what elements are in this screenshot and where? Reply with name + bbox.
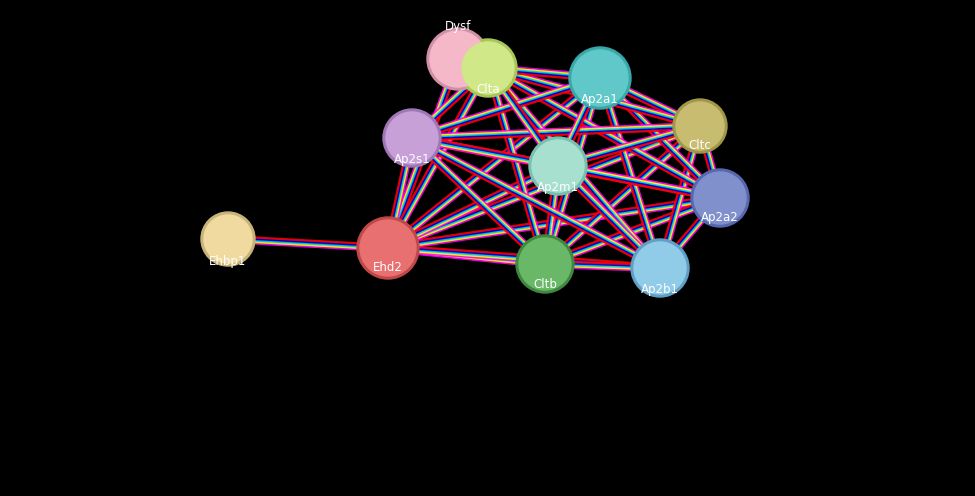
Circle shape: [430, 31, 486, 87]
Circle shape: [529, 137, 587, 195]
Text: Ap2a2: Ap2a2: [701, 211, 739, 224]
Circle shape: [631, 239, 689, 297]
Circle shape: [516, 235, 574, 293]
Text: Ehbp1: Ehbp1: [210, 255, 247, 268]
Circle shape: [569, 47, 631, 109]
Circle shape: [694, 172, 746, 224]
Circle shape: [462, 42, 514, 94]
Text: Clta: Clta: [476, 83, 500, 96]
Text: Ehd2: Ehd2: [373, 261, 403, 274]
Circle shape: [459, 39, 517, 97]
Circle shape: [532, 140, 584, 192]
Text: Cltb: Cltb: [533, 278, 557, 291]
Text: Ap2s1: Ap2s1: [394, 153, 430, 166]
Circle shape: [360, 220, 416, 276]
Circle shape: [386, 112, 438, 164]
Circle shape: [691, 169, 749, 227]
Circle shape: [201, 212, 255, 266]
Text: Dysf: Dysf: [445, 20, 471, 33]
Circle shape: [204, 215, 252, 263]
Circle shape: [634, 242, 686, 294]
Text: Ap2m1: Ap2m1: [537, 181, 579, 194]
Circle shape: [673, 99, 727, 153]
Circle shape: [572, 50, 628, 106]
Circle shape: [427, 28, 489, 90]
Circle shape: [676, 102, 724, 150]
Text: Cltc: Cltc: [688, 139, 712, 152]
Circle shape: [383, 109, 441, 167]
Text: Ap2b1: Ap2b1: [641, 283, 679, 296]
Text: Ap2a1: Ap2a1: [581, 93, 619, 106]
Circle shape: [357, 217, 419, 279]
Circle shape: [519, 238, 571, 290]
